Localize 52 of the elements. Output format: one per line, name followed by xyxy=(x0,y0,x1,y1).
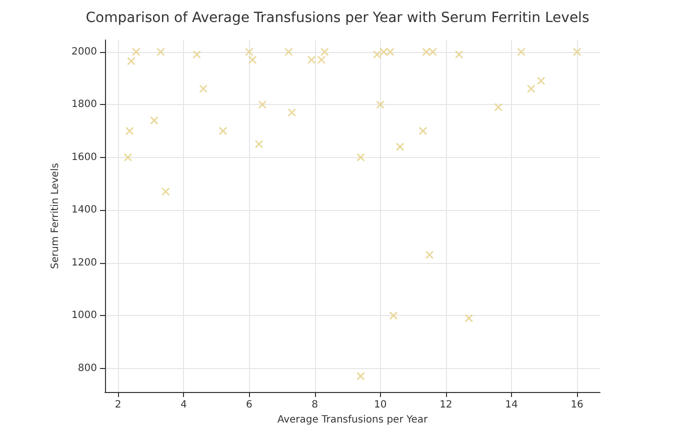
point xyxy=(218,126,228,136)
point xyxy=(425,250,434,260)
point xyxy=(156,48,165,56)
point xyxy=(356,372,365,380)
y-tick-label: 1000 xyxy=(72,310,97,322)
point xyxy=(199,84,208,94)
y-tick-label: 1600 xyxy=(72,152,97,163)
point xyxy=(389,311,398,320)
y-tick-label: 800 xyxy=(78,362,97,374)
y-tick-label: 1200 xyxy=(72,257,97,268)
point xyxy=(526,84,536,94)
x-tick-label: 2 xyxy=(114,400,122,410)
point xyxy=(125,126,134,136)
point xyxy=(192,50,202,59)
point xyxy=(356,153,365,162)
point xyxy=(572,48,582,56)
y-axis-title: Serum Ferritin Levels xyxy=(50,163,62,269)
y-tick-label: 1400 xyxy=(72,204,97,216)
point xyxy=(126,56,136,66)
y-tick-label: 1800 xyxy=(72,99,97,110)
point xyxy=(454,50,464,59)
x-tick-label: 10 xyxy=(374,400,387,410)
x-tick-label: 6 xyxy=(246,400,252,410)
point xyxy=(376,100,385,109)
point xyxy=(124,153,132,162)
point xyxy=(307,56,316,64)
x-tick-label: 14 xyxy=(505,400,518,410)
point xyxy=(150,116,158,125)
x-tick-label: 16 xyxy=(570,400,584,410)
x-tick-label: 12 xyxy=(440,400,452,410)
point xyxy=(288,108,296,117)
point xyxy=(254,140,264,148)
point xyxy=(386,48,394,56)
x-tick-label: 8 xyxy=(312,400,318,410)
point xyxy=(464,314,474,322)
x-axis-title: Average Transfusions per Year xyxy=(277,414,429,426)
point xyxy=(396,142,404,152)
point xyxy=(517,48,526,56)
point xyxy=(428,48,438,56)
point xyxy=(258,100,267,109)
point xyxy=(536,76,546,86)
point xyxy=(494,102,503,112)
point xyxy=(372,50,382,59)
x-tick-label: 4 xyxy=(180,400,187,410)
point xyxy=(422,48,431,56)
point xyxy=(132,48,140,56)
y-tick-label: 2000 xyxy=(72,46,97,58)
point xyxy=(161,187,170,196)
point xyxy=(284,48,293,56)
point xyxy=(379,48,388,56)
point xyxy=(418,126,428,136)
chart-title: Comparison of Average Transfusions per Year with Serum Ferritin Levels xyxy=(86,10,590,26)
